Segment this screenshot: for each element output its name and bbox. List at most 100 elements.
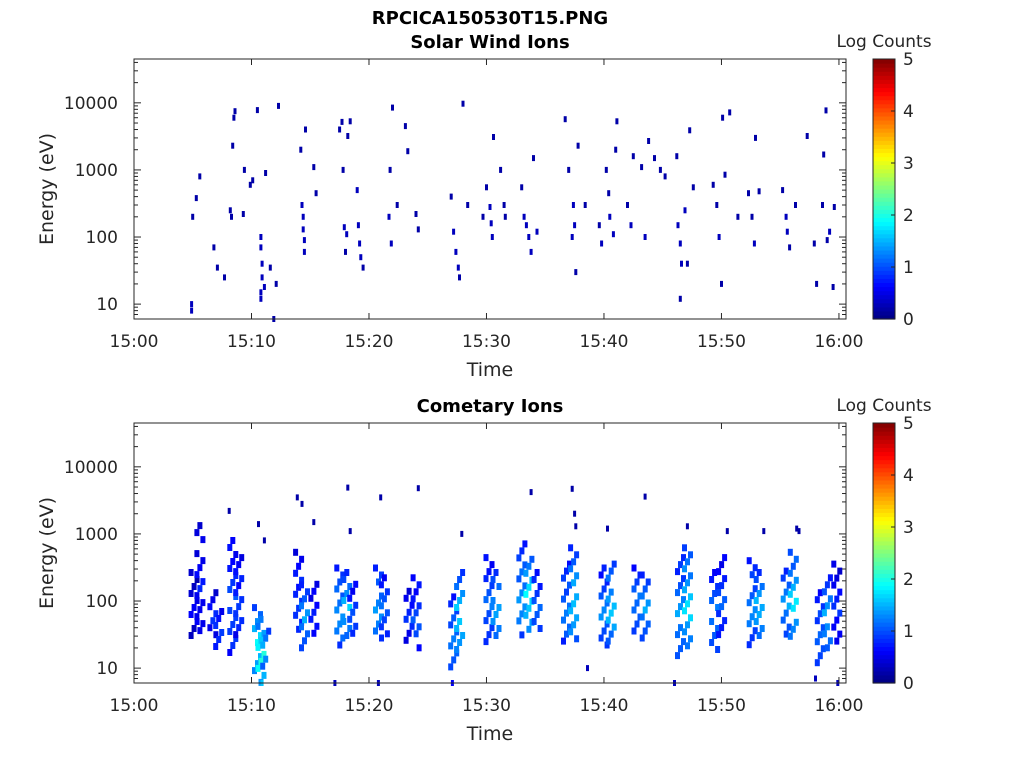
- data-cell: [458, 274, 461, 281]
- data-cell: [529, 555, 535, 563]
- data-cell: [675, 568, 680, 576]
- colorbar-tick-label: 2: [903, 570, 914, 590]
- panel-solar-wind: 15:00 15:10 15:20 15:30 15:40 15:50 16:0010100…: [36, 32, 932, 381]
- data-cell: [388, 166, 392, 173]
- data-cell: [783, 630, 789, 638]
- data-cell: [299, 644, 304, 652]
- y-tick-label: 10: [96, 659, 118, 679]
- data-cell: [527, 234, 531, 240]
- data-cell: [653, 155, 656, 162]
- data-cell: [344, 590, 350, 597]
- colorbar-segment: [873, 516, 895, 522]
- data-cell: [194, 550, 200, 558]
- data-cell: [255, 643, 261, 651]
- colorbar-segment: [873, 548, 895, 554]
- colorbar-segment: [873, 540, 895, 546]
- data-cell: [756, 632, 762, 639]
- colorbar-label: Log Counts: [836, 32, 931, 52]
- data-cell: [678, 582, 683, 590]
- data-cell: [717, 234, 721, 240]
- colorbar-segment: [873, 613, 895, 619]
- data-cell: [300, 202, 304, 208]
- data-cell: [750, 213, 754, 220]
- data-cell: [531, 597, 537, 604]
- data-cell: [378, 623, 384, 631]
- data-cell: [780, 595, 786, 603]
- data-cell: [680, 260, 683, 267]
- colorbar-segment: [873, 302, 895, 308]
- data-cell: [597, 222, 601, 229]
- colorbar-segment: [873, 75, 895, 80]
- colorbar-segment: [873, 233, 895, 239]
- data-cell: [347, 594, 353, 602]
- colorbar-segment: [873, 443, 895, 448]
- data-cell: [583, 202, 587, 208]
- colorbar-segment: [873, 638, 895, 643]
- y-tick-label: 10: [96, 295, 118, 315]
- colorbar-segment: [873, 95, 895, 101]
- colorbar-segment: [873, 111, 895, 117]
- data-cell: [239, 617, 245, 625]
- colorbar-tick-label: 3: [903, 518, 914, 538]
- data-cell: [334, 564, 340, 572]
- data-cell: [820, 603, 826, 611]
- data-cell: [223, 274, 226, 281]
- data-cell: [233, 589, 239, 597]
- data-cell: [233, 593, 239, 600]
- data-cell: [601, 606, 607, 614]
- data-cell: [387, 213, 391, 220]
- data-cell: [752, 585, 758, 593]
- data-cell: [488, 204, 492, 210]
- data-cell: [537, 604, 543, 611]
- data-cell: [712, 632, 718, 639]
- data-cell: [795, 525, 799, 532]
- data-cell: [675, 153, 679, 160]
- data-cell: [682, 628, 687, 636]
- data-cell: [821, 588, 827, 596]
- data-cell: [516, 617, 522, 625]
- data-cell: [340, 118, 344, 125]
- colorbar-segment: [873, 431, 895, 436]
- colorbar-segment: [873, 278, 895, 284]
- data-cell: [252, 604, 257, 612]
- data-cell: [604, 599, 610, 607]
- data-cell: [685, 260, 689, 267]
- colorbar-segment: [873, 237, 895, 243]
- colorbar-segment: [873, 201, 895, 206]
- data-cell: [721, 114, 725, 121]
- data-cell: [688, 127, 692, 134]
- data-cell: [834, 574, 840, 582]
- plot-area: [134, 423, 846, 683]
- data-cell: [611, 623, 617, 631]
- data-cell: [348, 118, 352, 125]
- colorbar-segment: [873, 601, 895, 607]
- colorbar-segment: [873, 180, 895, 186]
- data-cell: [233, 631, 239, 639]
- data-cell: [296, 625, 302, 633]
- data-cell: [293, 590, 299, 598]
- data-cell: [355, 187, 359, 194]
- axes-box: [133, 58, 847, 320]
- data-cell: [340, 592, 346, 600]
- data-cell: [685, 558, 690, 566]
- data-cell: [334, 585, 340, 593]
- data-cell: [658, 166, 662, 173]
- data-cell: [598, 571, 604, 579]
- data-cell: [685, 621, 690, 629]
- data-cell: [682, 607, 687, 615]
- colorbar-segment: [873, 221, 895, 227]
- data-cell: [416, 581, 422, 589]
- data-cell: [691, 184, 695, 191]
- data-cell: [817, 610, 823, 618]
- data-cell: [228, 207, 232, 214]
- data-cell: [312, 519, 316, 526]
- data-cell: [342, 224, 346, 231]
- data-cell: [299, 576, 305, 584]
- data-cell: [381, 574, 387, 582]
- data-cell: [722, 596, 728, 604]
- data-cell: [642, 627, 648, 635]
- data-cell: [236, 603, 242, 611]
- data-cell: [678, 561, 683, 569]
- colorbar-segment: [873, 678, 895, 684]
- colorbar-tick-label: 0: [903, 674, 914, 694]
